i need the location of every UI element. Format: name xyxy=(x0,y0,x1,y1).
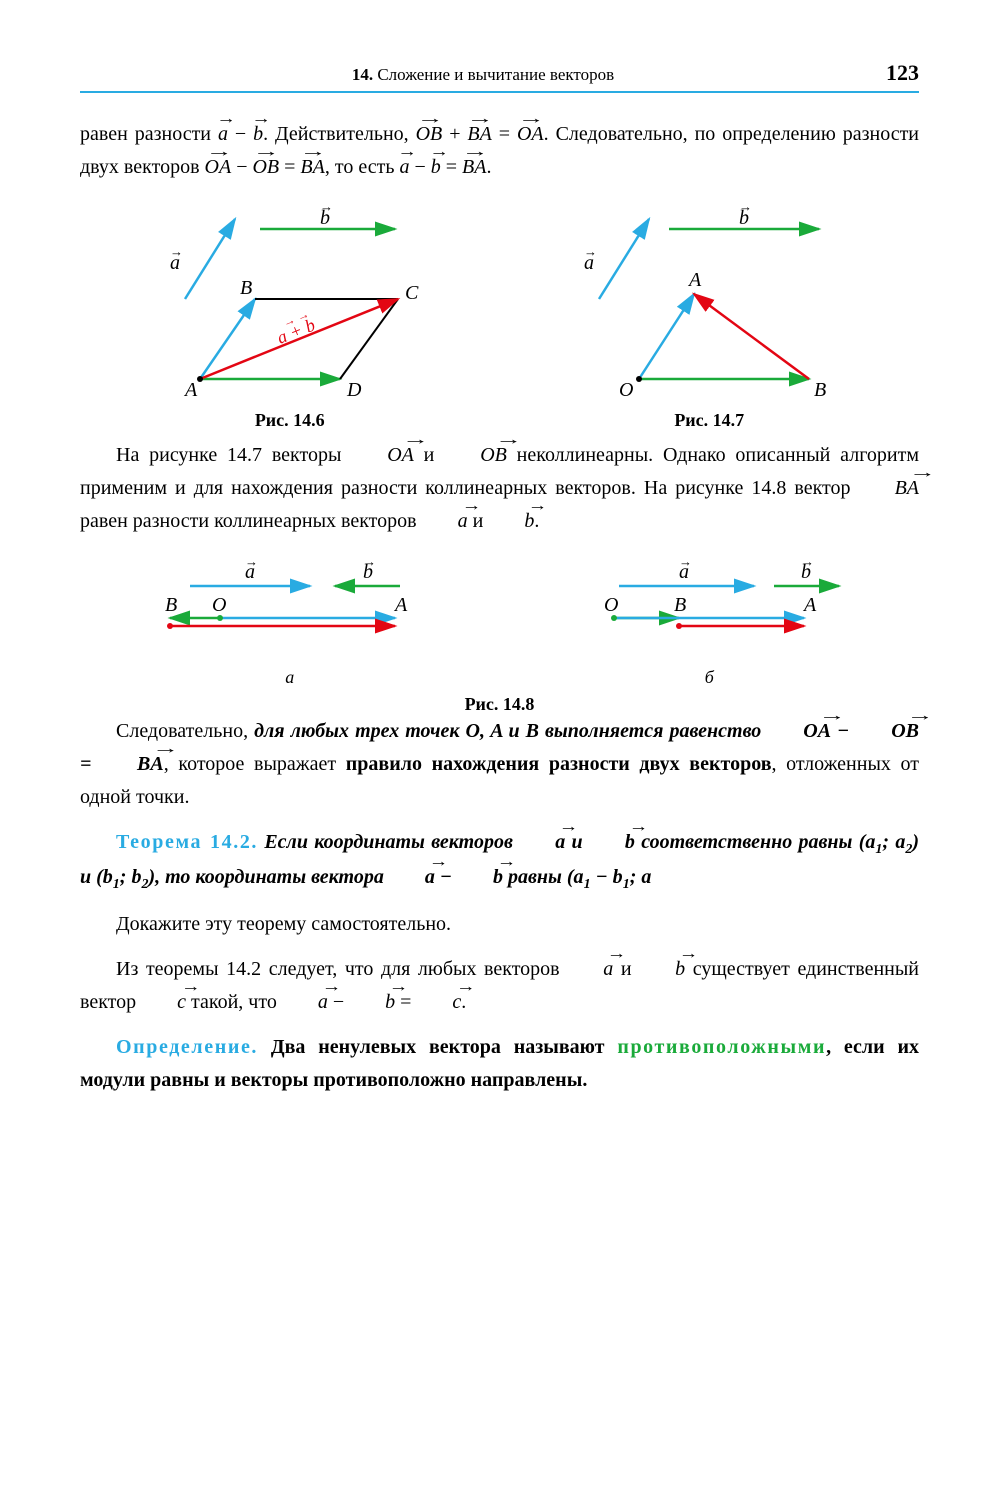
text: ; a xyxy=(882,831,905,853)
figure-14-6: a→ b→ A D B C a + b → → Рис. 14.6 xyxy=(140,204,440,431)
vec-OA: OA xyxy=(351,439,414,472)
svg-text:→: → xyxy=(320,204,333,214)
paragraph-4: Докажите эту теорему самостоятельно. xyxy=(80,908,919,941)
text: − b xyxy=(591,866,623,888)
vec-b: b xyxy=(457,861,503,894)
svg-text:D: D xyxy=(346,379,362,401)
vec-a: a xyxy=(399,151,409,184)
vec-c: c xyxy=(141,986,186,1019)
svg-text:O: O xyxy=(604,594,618,616)
svg-text:→: → xyxy=(801,556,814,569)
bold-text: правило нахождения разности двух векторо… xyxy=(346,753,772,775)
page-number: 123 xyxy=(886,60,919,86)
chapter-name: Сложение и вычитание векторов xyxy=(377,65,614,84)
vec-OA: OA xyxy=(517,118,544,151)
vec-BA: BA xyxy=(300,151,324,184)
definition-label: Определение. xyxy=(116,1036,258,1058)
svg-text:C: C xyxy=(405,282,419,304)
vec-OB: OB xyxy=(444,439,507,472)
text: такой, что xyxy=(186,991,282,1013)
paragraph-5: Из теоремы 14.2 следует, что для любых в… xyxy=(80,953,919,1019)
fig-14-8a-svg: a→ b→ B O A xyxy=(130,556,450,661)
vec-OB: OB xyxy=(855,715,919,748)
svg-text:→: → xyxy=(245,556,258,569)
vec-a: a xyxy=(389,861,435,894)
svg-text:→: → xyxy=(584,244,597,259)
svg-text:A: A xyxy=(802,594,817,616)
fig-14-7-svg: a→ b→ O B A xyxy=(559,204,859,404)
svg-text:→: → xyxy=(170,244,183,259)
theorem-label: Теорема 14.2. xyxy=(116,831,258,853)
svg-text:B: B xyxy=(165,594,177,616)
svg-text:A: A xyxy=(183,379,198,401)
svg-text:→: → xyxy=(679,556,692,569)
vec-OB: OB xyxy=(252,151,279,184)
vec-b: b xyxy=(488,505,534,538)
vec-c: c xyxy=(416,986,461,1019)
text: ), то координаты вектора xyxy=(148,866,388,888)
text: равен разности коллинеарных векторов xyxy=(80,510,422,532)
text: На рисунке 14.7 векторы xyxy=(116,444,351,466)
figures-row-1: a→ b→ A D B C a + b → → Рис. 14.6 xyxy=(80,204,919,431)
figure-14-8a: a→ b→ B O A а xyxy=(130,556,450,688)
fig-14-7-caption: Рис. 14.7 xyxy=(559,410,859,431)
svg-text:→: → xyxy=(363,556,376,569)
svg-text:B: B xyxy=(814,379,826,401)
text: ; b xyxy=(120,866,142,888)
bold-text: для любых трех точек O, A и B выполняетс… xyxy=(254,720,767,742)
figure-14-7: a→ b→ O B A Рис. 14.7 xyxy=(559,204,859,431)
chapter-number: 14. xyxy=(352,65,373,84)
vec-b: b xyxy=(349,986,395,1019)
figure-14-8b: a→ b→ O B A б xyxy=(549,556,869,688)
vec-b: b xyxy=(589,826,635,859)
vec-OA: OA xyxy=(767,715,831,748)
paragraph-1: равен разности a − b. Действительно, OB … xyxy=(80,118,919,184)
vec-a: a xyxy=(519,826,565,859)
sub: 1 xyxy=(113,877,120,892)
vec-a: a xyxy=(422,505,468,538)
vec-BA: BA xyxy=(101,748,164,781)
definition: Определение. Два ненулевых вектора назыв… xyxy=(80,1031,919,1097)
svg-text:B: B xyxy=(674,594,686,616)
vec-b: b xyxy=(431,151,441,184)
paragraph-2: На рисунке 14.7 векторы OA и OB неколлин… xyxy=(80,439,919,538)
text: , которое выражает xyxy=(164,753,346,775)
vec-OA: OA xyxy=(205,151,232,184)
vec-b: b xyxy=(639,953,685,986)
sub: 1 xyxy=(623,877,630,892)
fig-14-8b-sub: б xyxy=(549,667,869,688)
page: 14. Сложение и вычитание векторов 123 ра… xyxy=(0,0,999,1496)
fig-14-6-svg: a→ b→ A D B C a + b → → xyxy=(140,204,440,404)
chapter-title: 14. Сложение и вычитание векторов xyxy=(352,65,614,85)
figures-row-2: a→ b→ B O A а a→ b→ O B xyxy=(80,556,919,688)
svg-text:B: B xyxy=(240,277,252,299)
svg-text:A: A xyxy=(687,269,702,291)
svg-text:A: A xyxy=(393,594,408,616)
text: соответственно равны (a xyxy=(635,831,875,853)
vec-BA: BA xyxy=(462,151,486,184)
fig-14-8a-sub: а xyxy=(130,667,450,688)
fig-14-8b-svg: a→ b→ O B A xyxy=(549,556,869,661)
text: , то есть xyxy=(325,156,400,178)
page-header: 14. Сложение и вычитание векторов 123 xyxy=(80,60,919,93)
vec-BA: BA xyxy=(859,472,919,505)
sub: 1 xyxy=(584,877,591,892)
vec-a: a xyxy=(567,953,613,986)
theorem-14-2: Теорема 14.2. Если координаты векторов a… xyxy=(80,826,919,896)
opposite-term: противоположными xyxy=(617,1036,826,1058)
svg-text:O: O xyxy=(212,594,226,616)
svg-text:O: O xyxy=(619,379,633,401)
svg-text:→: → xyxy=(739,204,752,214)
text: ; a xyxy=(630,866,652,888)
text: Два ненулевых вектора называют xyxy=(258,1036,617,1058)
paragraph-3: Следовательно, для любых трех точек O, A… xyxy=(80,715,919,814)
vec-a: a xyxy=(282,986,328,1019)
